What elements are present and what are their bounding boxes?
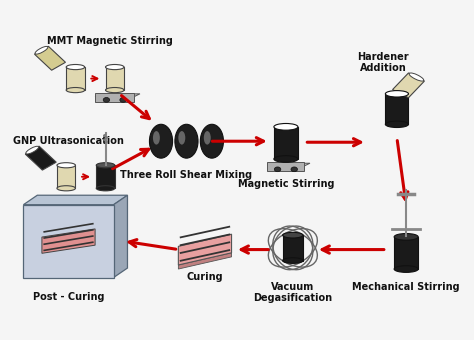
Bar [283,235,303,260]
Polygon shape [392,73,424,98]
Text: GNP Ultrasonication: GNP Ultrasonication [13,136,124,146]
Ellipse shape [106,87,124,93]
Bar [57,165,75,188]
Bar [23,205,114,277]
Ellipse shape [66,65,85,70]
Ellipse shape [153,131,160,144]
Ellipse shape [96,163,115,168]
Polygon shape [178,234,232,265]
Ellipse shape [201,124,223,158]
Bar [267,162,304,171]
Circle shape [291,167,298,172]
Ellipse shape [35,46,48,54]
Bar [96,165,115,188]
Ellipse shape [274,156,298,162]
Bar [95,93,135,102]
Text: MMT Magnetic Stirring: MMT Magnetic Stirring [47,36,173,46]
Ellipse shape [106,65,124,70]
Ellipse shape [149,124,173,158]
Ellipse shape [66,87,85,93]
Polygon shape [35,46,65,70]
Bar [274,127,298,159]
Text: Post - Curing: Post - Curing [33,292,104,302]
Polygon shape [267,163,310,166]
Text: Curing: Curing [187,272,223,282]
Circle shape [120,98,127,102]
Ellipse shape [96,186,115,191]
Polygon shape [95,94,140,97]
Polygon shape [178,253,232,269]
Ellipse shape [26,146,39,154]
Ellipse shape [274,123,298,130]
Bar [106,67,124,90]
Text: Magnetic Stirring: Magnetic Stirring [237,179,334,189]
Circle shape [274,167,281,172]
Bar [385,94,409,124]
Ellipse shape [394,266,418,272]
Polygon shape [42,229,95,253]
Text: Three Roll Shear Mixing: Three Roll Shear Mixing [120,170,253,180]
Bar [394,237,418,269]
Ellipse shape [283,232,303,238]
Ellipse shape [175,124,198,158]
Bar [66,67,85,90]
Ellipse shape [57,186,75,191]
Ellipse shape [409,73,424,81]
Ellipse shape [204,131,211,144]
Ellipse shape [57,163,75,168]
Text: Mechanical Stirring: Mechanical Stirring [352,282,460,292]
Ellipse shape [385,121,409,128]
Polygon shape [25,146,56,170]
Ellipse shape [394,234,418,240]
Ellipse shape [178,131,185,144]
Polygon shape [23,195,128,205]
Text: Vacuum
Degasification: Vacuum Degasification [253,282,332,303]
Circle shape [103,98,109,102]
Text: Hardener
Addition: Hardener Addition [357,52,409,73]
Ellipse shape [385,90,409,97]
Ellipse shape [283,258,303,264]
Polygon shape [114,195,128,277]
